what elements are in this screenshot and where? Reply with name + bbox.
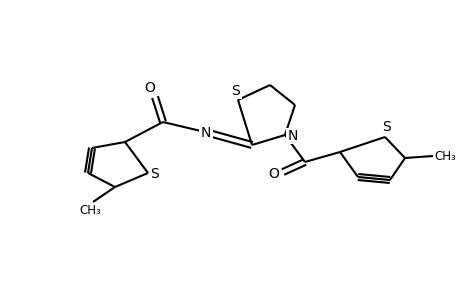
Text: N: N [287,129,297,143]
Text: CH₃: CH₃ [433,149,455,163]
Text: S: S [150,167,159,181]
Text: N: N [201,126,211,140]
Text: S: S [382,120,391,134]
Text: O: O [144,81,155,95]
Text: CH₃: CH₃ [79,205,101,218]
Text: O: O [268,167,279,181]
Text: S: S [231,84,240,98]
